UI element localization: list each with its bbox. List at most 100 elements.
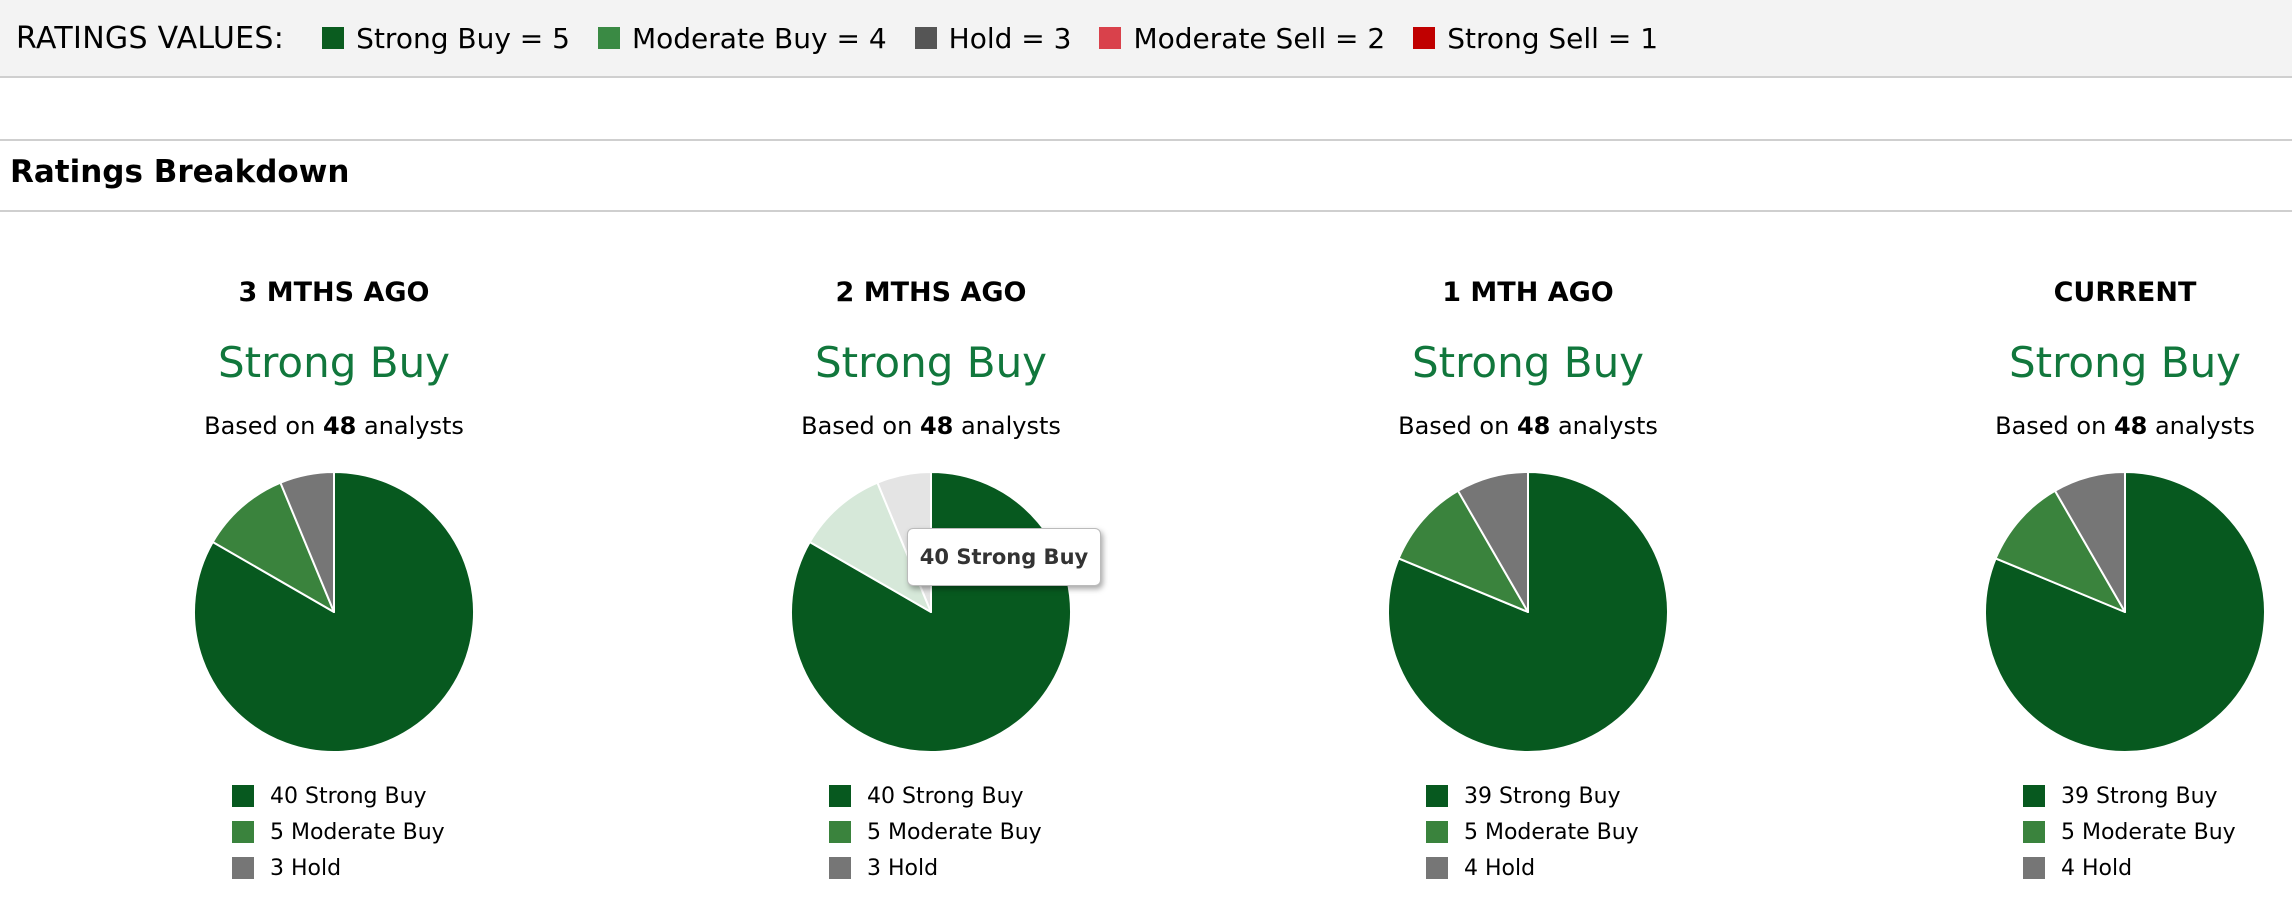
moderate-buy-swatch-icon [2023,821,2045,843]
pie-legend-item[interactable]: 3 Hold [829,850,1042,886]
pie-slice-hold[interactable] [1457,471,1529,613]
divider [0,210,2292,212]
ratings-pie-chart[interactable] [789,470,1073,754]
ratings-values-title: RATINGS VALUES: [16,20,285,56]
ratings-pie-chart[interactable] [192,470,476,754]
pie-legend-label: 5 Moderate Buy [270,819,445,845]
strong-buy-swatch-icon [829,785,851,807]
analyst-count: 48 [1516,412,1551,440]
analyst-count: 48 [919,412,954,440]
pie-legend-item[interactable]: 5 Moderate Buy [829,814,1042,850]
pie-legend-label: 39 Strong Buy [2061,783,2218,809]
legend-item-label: Strong Buy = 5 [356,21,570,55]
analysts-prefix: Based on [204,412,323,440]
analysts-prefix: Based on [1398,412,1517,440]
strong-sell-swatch-icon [1413,27,1436,49]
legend-item-label: Hold = 3 [948,21,1072,55]
moderate-buy-swatch-icon [1426,821,1448,843]
pie-legend-item[interactable]: 40 Strong Buy [232,778,445,814]
analysts-prefix: Based on [801,412,920,440]
period-column-2-months-ago: 2 MTHS AGO Strong Buy Based on 48 analys… [651,272,1211,442]
pie-legend-label: 3 Hold [867,855,939,881]
pie-legend-item[interactable]: 39 Strong Buy [2023,778,2236,814]
legend-item-label: Strong Sell = 1 [1447,21,1659,55]
legend-item-strong-buy: Strong Buy = 5 [322,22,570,55]
pie-legend: 39 Strong Buy 5 Moderate Buy 4 Hold [2023,778,2236,886]
moderate-buy-swatch-icon [829,821,851,843]
period-column-1-month-ago: 1 MTH AGO Strong Buy Based on 48 analyst… [1248,272,1808,442]
pie-legend-label: 3 Hold [270,855,342,881]
legend-item-strong-sell: Strong Sell = 1 [1413,22,1658,55]
hold-swatch-icon [2023,857,2045,879]
strong-buy-swatch-icon [322,27,345,49]
pie-legend-label: 4 Hold [2061,855,2133,881]
pie-legend-item[interactable]: 5 Moderate Buy [2023,814,2236,850]
analysts-suffix: analysts [2147,412,2255,440]
pie-legend-label: 4 Hold [1464,855,1536,881]
pie-legend: 40 Strong Buy 5 Moderate Buy 3 Hold [232,778,445,886]
hold-swatch-icon [232,857,254,879]
ratings-pie-chart[interactable] [1983,470,2267,754]
pie-legend-item[interactable]: 39 Strong Buy [1426,778,1639,814]
analysts-suffix: analysts [356,412,464,440]
pie-legend-label: 39 Strong Buy [1464,783,1621,809]
pie-legend: 39 Strong Buy 5 Moderate Buy 4 Hold [1426,778,1639,886]
pie-legend-label: 5 Moderate Buy [867,819,1042,845]
moderate-buy-swatch-icon [232,821,254,843]
pie-legend-item[interactable]: 5 Moderate Buy [1426,814,1639,850]
period-column-current: CURRENT Strong Buy Based on 48 analysts [1845,272,2292,442]
analyst-count-text: Based on 48 analysts [54,410,614,442]
analysts-suffix: analysts [1550,412,1658,440]
strong-buy-swatch-icon [2023,785,2045,807]
pie-legend-label: 40 Strong Buy [270,783,427,809]
analyst-count-text: Based on 48 analysts [651,410,1211,442]
moderate-sell-swatch-icon [1099,27,1122,49]
pie-legend-label: 5 Moderate Buy [1464,819,1639,845]
legend-item-label: Moderate Buy = 4 [631,21,887,55]
pie-legend-label: 5 Moderate Buy [2061,819,2236,845]
consensus-rating: Strong Buy [2008,338,2242,387]
pie-chart-svg [790,471,1072,753]
pie-legend-item[interactable]: 4 Hold [1426,850,1639,886]
pie-legend-item[interactable]: 40 Strong Buy [829,778,1042,814]
pie-slice-moderate-buy[interactable] [1994,489,2126,613]
legend-item-moderate-buy: Moderate Buy = 4 [597,21,887,55]
pie-slice-hold[interactable] [2054,471,2126,613]
analysts-prefix: Based on [1995,412,2114,440]
legend-item-moderate-sell: Moderate Sell = 2 [1099,22,1385,55]
pie-chart-svg [193,471,475,753]
pie-slice-moderate-buy[interactable] [808,481,932,613]
consensus-rating: Strong Buy [814,338,1048,387]
analyst-count-text: Based on 48 analysts [1248,410,1808,442]
hold-swatch-icon [829,857,851,879]
pie-slice-hold[interactable] [279,471,335,613]
strong-buy-swatch-icon [232,785,254,807]
period-label: 1 MTH AGO [1442,277,1614,308]
legend-item-hold: Hold = 3 [914,21,1072,55]
analyst-count: 48 [2113,412,2148,440]
strong-buy-swatch-icon [1426,785,1448,807]
consensus-rating: Strong Buy [217,338,451,387]
pie-legend-item[interactable]: 3 Hold [232,850,445,886]
analyst-count: 48 [322,412,357,440]
ratings-pie-chart[interactable] [1386,470,1670,754]
period-column-3-months-ago: 3 MTHS AGO Strong Buy Based on 48 analys… [54,272,614,442]
section-title: Ratings Breakdown [10,154,350,190]
period-label: 2 MTHS AGO [835,277,1027,308]
analyst-count-text: Based on 48 analysts [1845,410,2292,442]
pie-chart-svg [1387,471,1669,753]
pie-tooltip: 40 Strong Buy [907,528,1101,586]
divider [0,139,2292,141]
hold-swatch-icon [914,27,937,49]
pie-legend-label: 40 Strong Buy [867,783,1024,809]
analysts-suffix: analysts [953,412,1061,440]
hold-swatch-icon [1426,857,1448,879]
period-label: CURRENT [2053,277,2197,308]
pie-slice-moderate-buy[interactable] [1397,489,1529,613]
moderate-buy-swatch-icon [597,27,620,49]
pie-legend-item[interactable]: 4 Hold [2023,850,2236,886]
ratings-values-legend: RATINGS VALUES: Strong Buy = 5 Moderate … [0,0,2292,78]
pie-slice-moderate-buy[interactable] [211,481,335,613]
pie-legend-item[interactable]: 5 Moderate Buy [232,814,445,850]
pie-chart-svg [1984,471,2266,753]
